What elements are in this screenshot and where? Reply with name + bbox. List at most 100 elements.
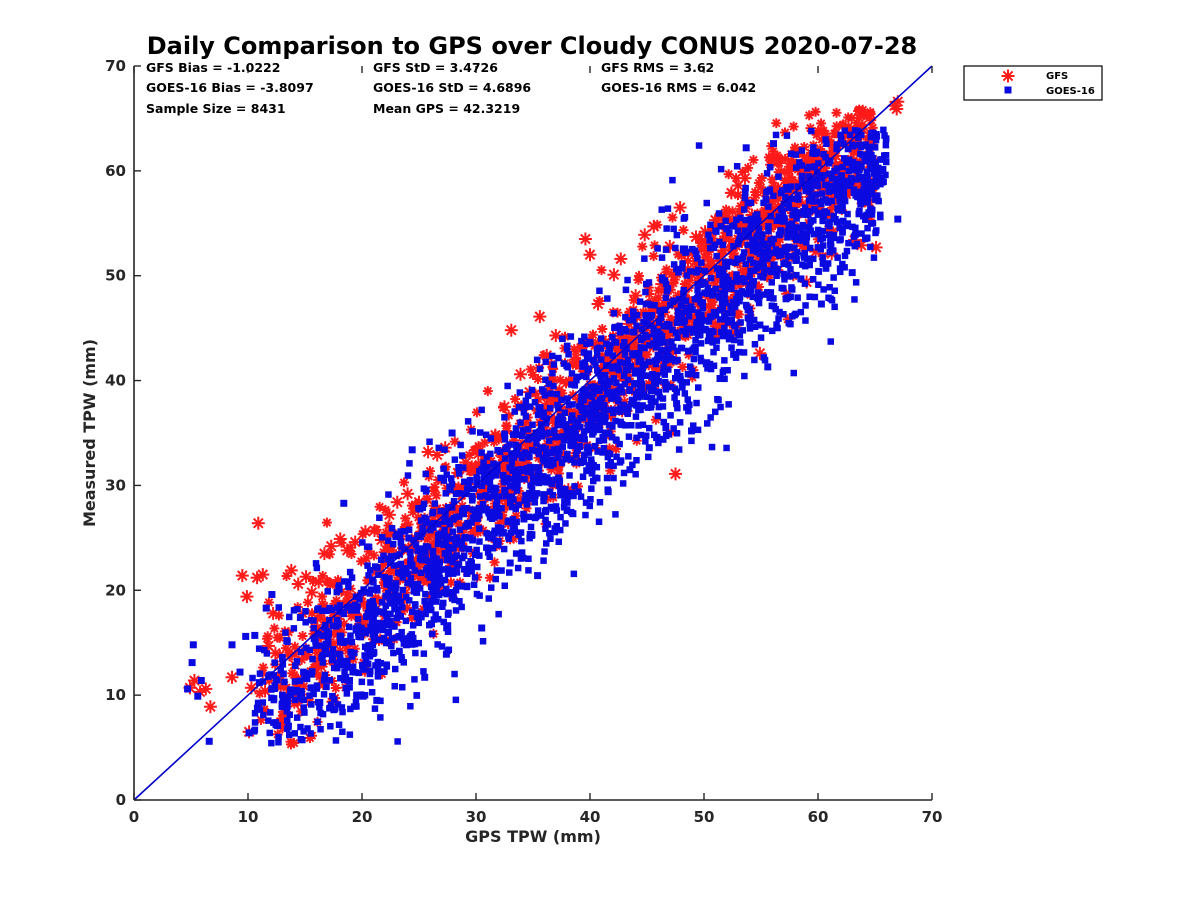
goes16-point (263, 650, 271, 657)
goes16-point (810, 198, 817, 205)
goes16-point (423, 515, 430, 523)
goes16-point (747, 256, 754, 263)
goes16-point (751, 341, 759, 348)
goes16-point (342, 684, 349, 692)
goes16-point (529, 479, 537, 486)
goes16-point (543, 521, 550, 528)
goes16-point (620, 469, 628, 477)
goes16-point (343, 604, 351, 611)
gfs-point (385, 566, 396, 577)
goes16-point (495, 537, 502, 545)
goes16-point (717, 165, 725, 173)
goes16-point (894, 215, 902, 223)
stat-gfs-std: GFS StD = 3.4726 (373, 60, 498, 75)
gfs-point (489, 557, 500, 568)
goes16-point (589, 356, 597, 364)
goes16-point (871, 144, 879, 151)
goes16-point (754, 289, 762, 296)
y-tick-label: 60 (105, 162, 126, 180)
gfs-point (743, 162, 754, 173)
goes16-point (519, 427, 527, 434)
goes16-point (732, 259, 739, 266)
goes16-point (493, 472, 500, 479)
goes16-point (291, 678, 299, 685)
goes16-point (346, 568, 354, 576)
goes16-point (833, 187, 840, 194)
goes16-point (626, 466, 634, 474)
goes16-point (641, 344, 648, 352)
goes16-point (493, 567, 501, 574)
goes16-point (491, 489, 498, 496)
goes16-point (394, 738, 401, 745)
goes16-point (399, 684, 406, 691)
plot-area (133, 65, 933, 801)
goes16-point (662, 357, 669, 364)
goes16-point (667, 301, 674, 309)
goes16-point (602, 429, 610, 436)
goes16-point (594, 448, 601, 455)
goes16-point (434, 540, 442, 548)
goes16-point (843, 247, 851, 255)
goes16-point (386, 575, 393, 582)
goes16-point (679, 327, 686, 335)
y-tick-label: 0 (116, 791, 126, 809)
goes16-point (768, 279, 775, 286)
goes16-point (442, 650, 450, 658)
goes16-point (339, 708, 346, 716)
goes16-point (551, 427, 558, 434)
goes16-point (417, 569, 425, 577)
goes16-point (477, 429, 484, 436)
goes16-point (874, 192, 881, 199)
goes16-point (452, 696, 460, 704)
goes16-point (421, 598, 428, 605)
goes16-point (449, 570, 457, 577)
goes16-point (362, 656, 370, 664)
goes16-point (637, 336, 645, 344)
goes16-point (522, 491, 529, 499)
goes16-point (698, 259, 705, 266)
goes16-point (587, 496, 594, 503)
goes16-point (380, 608, 388, 616)
goes16-point (604, 362, 612, 369)
gfs-point (804, 110, 815, 121)
legend-box (963, 65, 1103, 101)
goes16-point (194, 692, 202, 700)
goes16-point (407, 548, 414, 556)
goes16-point (838, 207, 846, 214)
stat-mean-gps: Mean GPS = 42.3219 (373, 101, 520, 116)
gfs-point (299, 570, 313, 584)
goes16-point (590, 387, 598, 394)
goes16-point (528, 486, 536, 493)
goes16-point (718, 289, 726, 297)
goes16-point (822, 154, 829, 161)
goes16-point (287, 691, 294, 698)
goes16-point (744, 314, 752, 322)
goes16-point (832, 182, 840, 189)
x-tick-label: 60 (808, 808, 829, 826)
goes16-point (457, 441, 464, 449)
goes16-point (712, 312, 720, 319)
goes16-point (569, 490, 577, 497)
goes16-point (745, 286, 753, 294)
goes16-point (317, 726, 324, 733)
goes16-point (656, 307, 663, 314)
gfs-point (203, 700, 217, 714)
goes16-point (441, 526, 448, 534)
goes16-point (476, 511, 483, 518)
gfs-point (689, 230, 703, 244)
x-tick-label: 40 (580, 808, 601, 826)
goes16-point (351, 669, 359, 676)
x-ticks: 0 10 20 30 40 50 60 70 (129, 66, 942, 826)
goes16-point (571, 483, 578, 490)
goes16-point (751, 323, 759, 330)
goes16-point (621, 351, 629, 358)
gfs-point (358, 525, 372, 539)
gfs-point (784, 172, 795, 183)
goes16-point (353, 691, 360, 699)
goes16-point (583, 373, 590, 381)
goes16-point (478, 624, 486, 632)
goes16-point (250, 728, 258, 735)
goes16-point (435, 444, 442, 452)
goes16-point (487, 435, 495, 442)
goes16-point (291, 730, 298, 737)
